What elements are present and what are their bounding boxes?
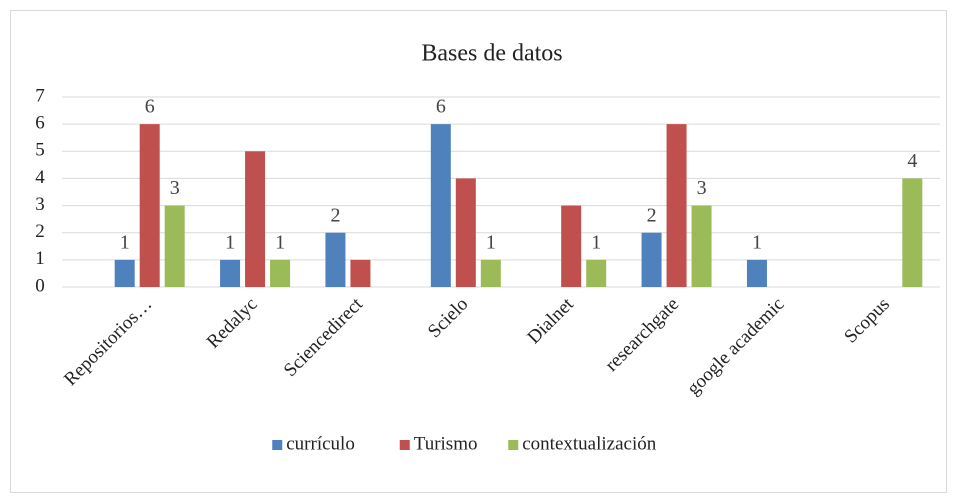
data-label: 2 <box>647 204 657 226</box>
legend-label: contextualización <box>522 433 656 454</box>
y-tick-label: 1 <box>35 248 45 269</box>
data-label: 3 <box>170 177 180 199</box>
bar <box>325 232 346 287</box>
bar <box>350 259 371 287</box>
y-tick-label: 0 <box>35 275 45 296</box>
bar <box>691 205 712 287</box>
bar <box>270 259 291 287</box>
data-label: 1 <box>486 231 496 253</box>
data-label: 1 <box>752 231 762 253</box>
bar <box>586 259 607 287</box>
y-tick-label: 7 <box>35 85 45 106</box>
bar <box>220 259 241 287</box>
bar <box>666 124 687 288</box>
legend-swatch <box>508 440 519 450</box>
bar <box>430 124 451 288</box>
data-label: 1 <box>225 231 235 253</box>
bar <box>114 259 135 287</box>
y-tick-label: 3 <box>35 194 45 215</box>
chart-title: Bases de datos <box>421 41 562 67</box>
bar <box>164 205 185 287</box>
bar <box>455 178 476 287</box>
data-label: 6 <box>145 96 155 118</box>
bar <box>561 205 582 287</box>
bar <box>245 151 266 287</box>
data-label: 1 <box>591 231 601 253</box>
legend-label: currículo <box>286 433 355 454</box>
bar <box>641 232 662 287</box>
legend-label: Turismo <box>414 433 478 454</box>
data-label: 2 <box>330 204 340 226</box>
bar <box>746 259 767 287</box>
y-tick-label: 5 <box>35 140 45 161</box>
legend-swatch <box>399 440 410 450</box>
bar <box>480 259 501 287</box>
data-label: 1 <box>120 231 130 253</box>
bar <box>139 124 160 288</box>
y-tick-label: 6 <box>35 113 45 134</box>
data-label: 1 <box>275 231 285 253</box>
bar <box>902 178 923 287</box>
data-label: 4 <box>907 150 917 172</box>
data-label: 6 <box>436 96 446 118</box>
y-tick-label: 2 <box>35 221 45 242</box>
y-tick-label: 4 <box>35 167 45 188</box>
legend-swatch <box>272 440 283 450</box>
data-label: 3 <box>697 177 707 199</box>
